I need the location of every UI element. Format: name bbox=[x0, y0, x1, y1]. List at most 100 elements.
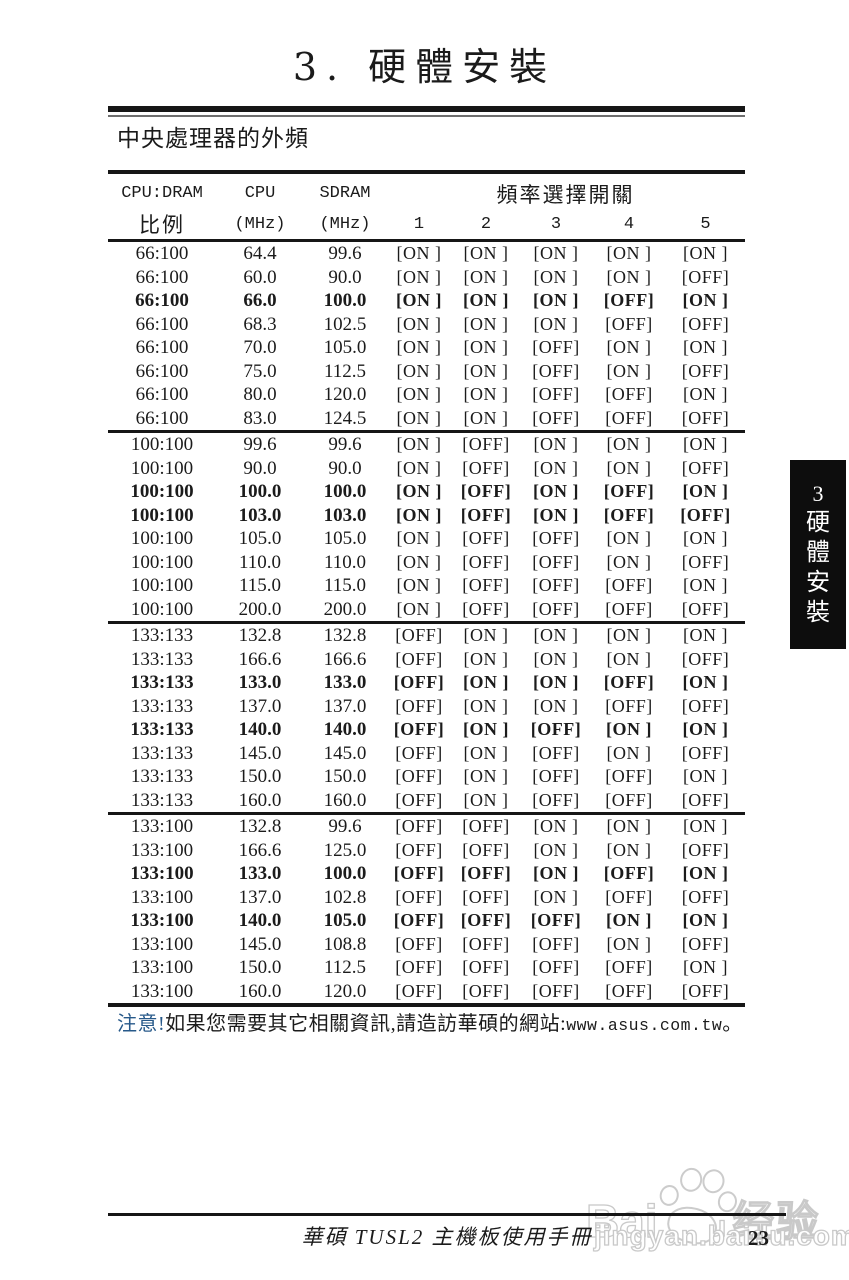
table-row: 66:100 68.3 102.5 [ON ] [ON ] [ON ] [OFF] [OFF] bbox=[108, 313, 745, 337]
switch-cell: [ON ] bbox=[463, 742, 509, 763]
col-header-sdram: SDRAM bbox=[319, 184, 371, 203]
sdram-cell: 140.0 bbox=[323, 719, 367, 740]
table-row: 133:133 137.0 137.0 [OFF] [ON ] [ON ] [OFF] [OF… bbox=[108, 695, 745, 719]
switch-cell: [ON ] bbox=[683, 243, 729, 263]
sdram-cell: 112.5 bbox=[323, 957, 367, 978]
section-heading: 中央處理器的外頻 bbox=[117, 126, 309, 151]
cpu-cell: 132.8 bbox=[238, 625, 282, 646]
table-row: 100:100 99.6 99.6 [ON ] [OFF] [ON ] [ON ] [ON ] bbox=[108, 432, 745, 457]
switch-cell: [ON ] bbox=[533, 672, 579, 692]
watermark-brand-suffix: 经验 bbox=[732, 1198, 821, 1245]
switch-cell: [ON ] bbox=[683, 434, 729, 454]
switch-cell: [OFF] bbox=[462, 457, 510, 478]
baidu-watermark-logo: Bai du 经验 bbox=[585, 1165, 821, 1249]
switch-number-1: 1 bbox=[413, 214, 425, 234]
switch-cell: [OFF] bbox=[532, 789, 580, 810]
switch-cell: [OFF] bbox=[605, 598, 653, 619]
sdram-cell: 133.0 bbox=[323, 672, 367, 693]
switch-cell: [OFF] bbox=[395, 648, 443, 669]
note-text: 如果您需要其它相關資訊,請造訪華碩的網站: bbox=[165, 1013, 567, 1035]
switch-cell: [OFF] bbox=[681, 839, 730, 860]
switch-cell: [OFF] bbox=[681, 407, 730, 428]
switch-cell: [OFF] bbox=[532, 337, 580, 357]
ratio-cell: 100:100 bbox=[130, 504, 194, 526]
ratio-cell: 100:100 bbox=[130, 598, 194, 620]
sdram-cell: 102.8 bbox=[323, 886, 367, 908]
cpu-cell: 75.0 bbox=[243, 360, 277, 382]
table-row: 133:100 166.6 125.0 [OFF] [OFF] [ON ] [ON ] [OF… bbox=[108, 839, 745, 863]
switch-cell: [OFF] bbox=[462, 434, 510, 454]
table-group: 100:100 99.6 99.6 [ON ] [OFF] [ON ] [ON ] [ON ]… bbox=[108, 431, 746, 623]
footer-text: 華碩 TUSL2 主機板使用手冊 bbox=[301, 1225, 593, 1249]
ratio-cell: 133:100 bbox=[130, 863, 194, 884]
table-row: 133:133 140.0 140.0 [OFF] [ON ] [OFF] [ON ] [ON… bbox=[108, 718, 745, 742]
switch-cell: [ON ] bbox=[606, 933, 652, 954]
ratio-cell: 133:133 bbox=[130, 648, 194, 670]
switch-cell: [ON ] bbox=[606, 434, 652, 454]
switch-cell: [OFF] bbox=[462, 933, 510, 954]
sdram-cell: 103.0 bbox=[323, 504, 367, 526]
switch-cell: [ON ] bbox=[533, 457, 579, 478]
switch-cell: [ON ] bbox=[533, 481, 579, 501]
sdram-cell: 102.5 bbox=[323, 313, 367, 335]
switch-cell: [ON ] bbox=[606, 360, 652, 381]
switch-cell: [ON ] bbox=[463, 360, 509, 381]
switch-cell: [ON ] bbox=[683, 625, 729, 645]
frequency-table-wrap: CPU:DRAM CPU SDRAM 頻率選擇開關 比例 (MHz) (MHz)… bbox=[108, 170, 746, 1007]
cpu-cell: 64.4 bbox=[243, 243, 277, 264]
cpu-cell: 145.0 bbox=[238, 742, 282, 764]
footer-divider bbox=[108, 1213, 786, 1216]
switch-cell: [ON ] bbox=[606, 625, 652, 645]
switch-cell: [ON ] bbox=[463, 313, 509, 334]
ratio-cell: 66:100 bbox=[135, 290, 189, 311]
ratio-cell: 100:100 bbox=[130, 575, 194, 596]
switch-cell: [ON ] bbox=[606, 266, 652, 287]
cpu-cell: 110.0 bbox=[238, 551, 282, 573]
switch-cell: [OFF] bbox=[460, 863, 512, 883]
switch-cell: [ON ] bbox=[533, 886, 579, 907]
table-row: 133:133 145.0 145.0 [OFF] [ON ] [OFF] [ON ] [OF… bbox=[108, 742, 745, 766]
switch-cell: [OFF] bbox=[395, 625, 443, 645]
switch-cell: [OFF] bbox=[532, 980, 580, 1001]
switch-cell: [ON ] bbox=[682, 672, 729, 692]
switch-cell: [OFF] bbox=[603, 504, 655, 525]
switch-cell: [OFF] bbox=[532, 575, 580, 595]
cpu-cell: 140.0 bbox=[238, 719, 282, 740]
switch-cell: [ON ] bbox=[606, 337, 652, 357]
cpu-cell: 133.0 bbox=[238, 672, 282, 693]
switch-cell: [OFF] bbox=[532, 933, 580, 954]
switch-cell: [ON ] bbox=[682, 290, 729, 310]
switch-cell: [OFF] bbox=[605, 575, 653, 595]
page-title: 3. 硬體安裝 bbox=[292, 45, 557, 89]
sdram-cell: 112.5 bbox=[323, 360, 367, 382]
table-row: 66:100 70.0 105.0 [ON ] [ON ] [OFF] [ON ] [ON ] bbox=[108, 336, 745, 360]
cpu-cell: 105.0 bbox=[238, 528, 282, 549]
switch-cell: [ON ] bbox=[533, 243, 579, 263]
sdram-cell: 120.0 bbox=[323, 980, 367, 1002]
switch-cell: [ON ] bbox=[533, 863, 579, 883]
table-row: 66:100 75.0 112.5 [ON ] [ON ] [OFF] [ON ] [OFF] bbox=[108, 360, 745, 384]
sdram-cell: 90.0 bbox=[328, 266, 362, 288]
ratio-cell: 66:100 bbox=[135, 337, 189, 358]
table-group: 133:100 132.8 99.6 [OFF] [OFF] [ON ] [ON ] [ON … bbox=[108, 813, 746, 1006]
watermark-brand-part1: Bai bbox=[585, 1195, 658, 1247]
ratio-cell: 66:100 bbox=[135, 407, 189, 429]
switch-cell: [ON ] bbox=[683, 816, 729, 836]
cpu-cell: 150.0 bbox=[238, 766, 282, 787]
switch-cell: [ON ] bbox=[533, 313, 579, 334]
ratio-cell: 100:100 bbox=[130, 551, 194, 573]
switch-cell: [OFF] bbox=[462, 598, 510, 619]
sdram-cell: 132.8 bbox=[323, 625, 367, 646]
sdram-cell: 124.5 bbox=[323, 407, 367, 429]
table-row: 66:100 80.0 120.0 [ON ] [ON ] [OFF] [OFF] [ON ] bbox=[108, 383, 745, 407]
switch-cell: [ON ] bbox=[683, 384, 729, 404]
switch-cell: [OFF] bbox=[681, 598, 730, 619]
switch-cell: [OFF] bbox=[462, 886, 510, 907]
switch-cell: [ON ] bbox=[606, 457, 652, 478]
switch-cell: [OFF] bbox=[460, 910, 512, 930]
cpu-cell: 100.0 bbox=[238, 481, 282, 502]
table-row: 100:100 105.0 105.0 [ON ] [OFF] [OFF] [ON ] [ON… bbox=[108, 527, 745, 551]
switch-cell: [OFF] bbox=[605, 407, 653, 428]
switch-cell: [ON ] bbox=[396, 384, 442, 404]
sdram-cell: 99.6 bbox=[328, 816, 362, 837]
